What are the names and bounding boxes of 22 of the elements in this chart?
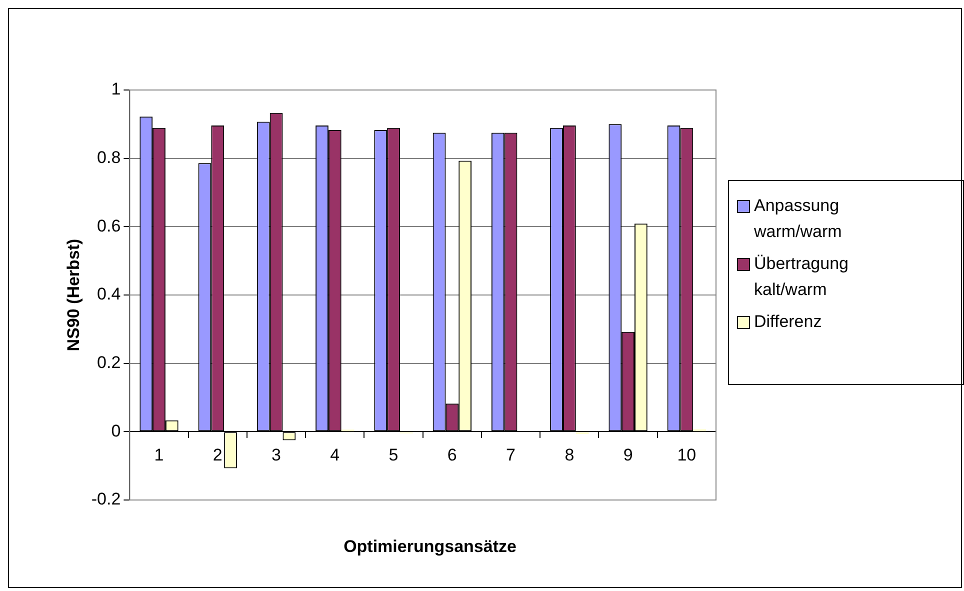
x-tick-label: 3 — [272, 446, 282, 465]
x-tick-label: 6 — [447, 446, 457, 465]
y-tick-label: 1 — [111, 80, 121, 99]
legend-label: Übertragung kalt/warm — [754, 253, 850, 301]
x-axis-title: Optimierungsansätze — [342, 537, 518, 557]
x-tick-label: 10 — [677, 446, 696, 465]
legend-label: Differenz — [754, 311, 823, 333]
x-tick-label: 7 — [506, 446, 516, 465]
y-tick-label: 0.8 — [97, 148, 121, 168]
x-tick-label: 5 — [388, 446, 398, 465]
y-tick-label: 0 — [111, 421, 121, 440]
x-tick-label: 1 — [154, 446, 164, 465]
y-axis-title: NS90 (Herbst) — [64, 238, 83, 352]
x-tick-label: 8 — [564, 446, 574, 465]
x-tick-label: 2 — [212, 446, 222, 465]
x-tick-label: 4 — [330, 446, 340, 465]
x-tick-label: 9 — [623, 446, 633, 465]
legend-label: Anpassung warm/warm — [754, 195, 843, 243]
y-tick-label: 0.6 — [97, 216, 121, 236]
y-tick-label: 0.4 — [97, 284, 121, 304]
y-tick-label: -0.2 — [91, 490, 121, 509]
y-tick-label: 0.2 — [97, 353, 121, 372]
